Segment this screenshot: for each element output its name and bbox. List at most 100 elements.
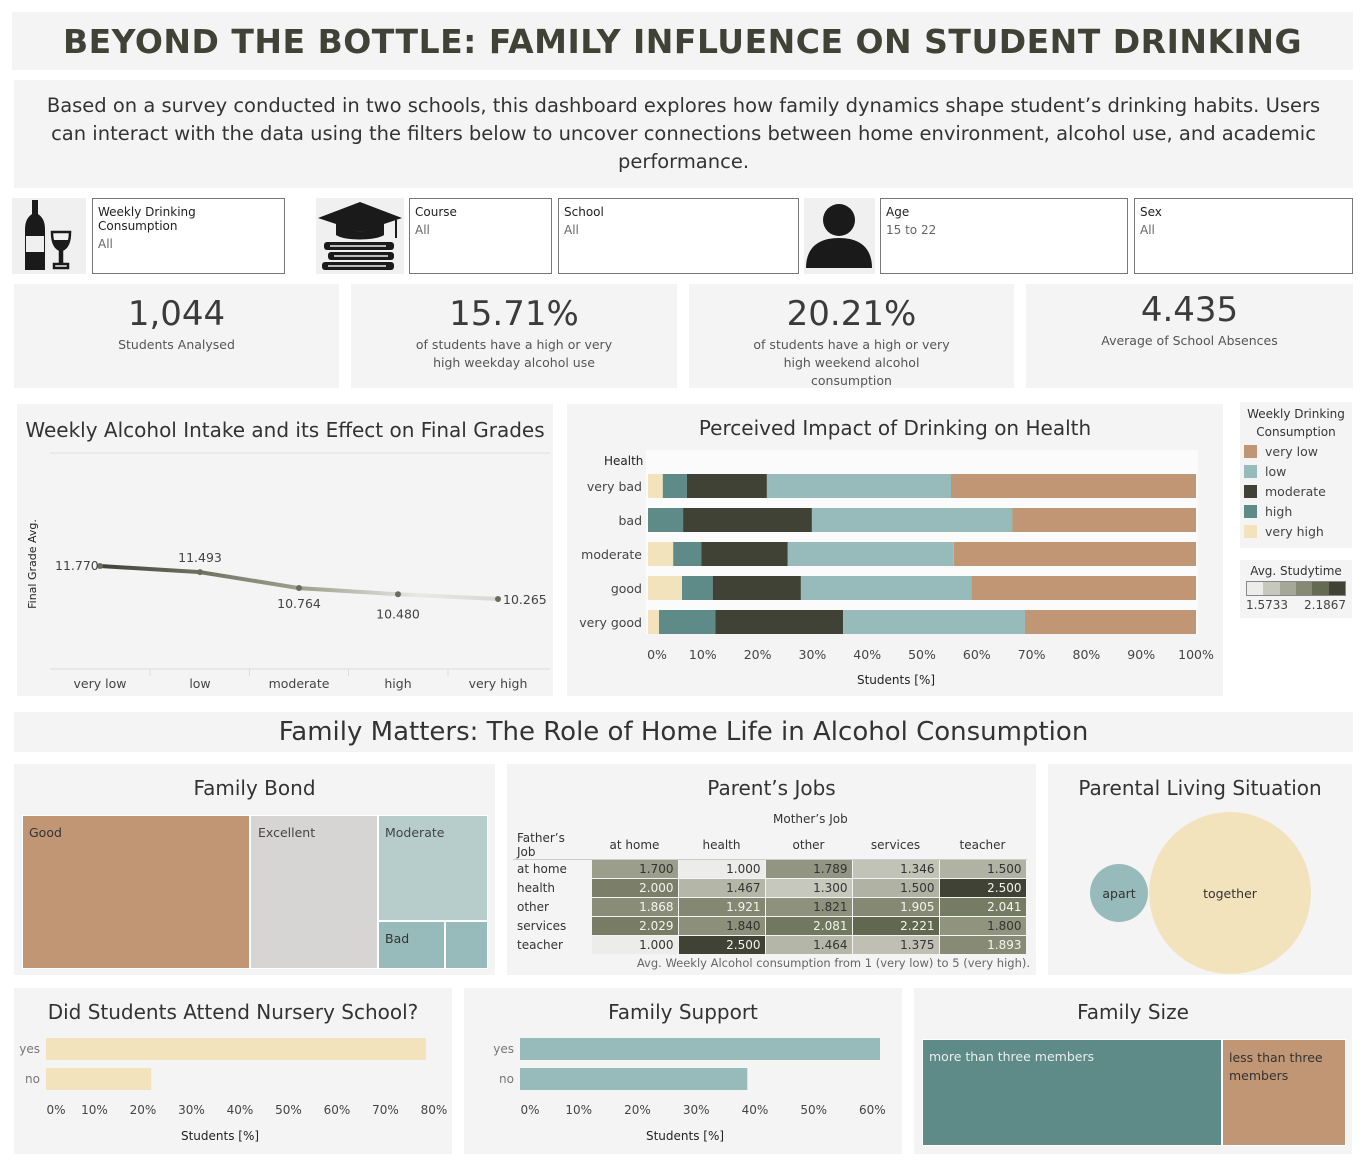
heatmap-cell[interactable]: 1.800 xyxy=(938,916,1027,936)
filter-weekly-drinking[interactable]: Weekly Drinking Consumption All xyxy=(92,198,285,274)
heatmap-cell[interactable]: 2.500 xyxy=(677,935,766,955)
health-bar-segment[interactable] xyxy=(971,576,1196,600)
heatmap-cell[interactable]: 2.029 xyxy=(590,916,679,936)
health-bar-segment[interactable] xyxy=(766,474,951,498)
health-bar-segment[interactable] xyxy=(662,474,687,498)
health-bar-segment[interactable] xyxy=(648,542,674,566)
heatmap-cell[interactable]: 2.221 xyxy=(851,916,940,936)
health-bar-segment[interactable] xyxy=(1025,610,1196,634)
grade-point[interactable] xyxy=(495,596,501,602)
nursery-panel: Did Students Attend Nursery School? yes n… xyxy=(14,988,452,1154)
health-bar-segment[interactable] xyxy=(951,474,1196,498)
heatmap-cell[interactable]: 1.700 xyxy=(590,859,679,879)
health-bar-segment[interactable] xyxy=(787,542,954,566)
dashboard-title: BEYOND THE BOTTLE: FAMILY INFLUENCE ON S… xyxy=(12,12,1353,70)
filter-course[interactable]: Course All xyxy=(409,198,552,274)
legend-item[interactable]: high xyxy=(1244,501,1348,521)
treemap-cell-moderate[interactable]: Moderate xyxy=(378,815,488,921)
health-bar-segment[interactable] xyxy=(682,576,713,600)
grade-point[interactable] xyxy=(296,585,302,592)
health-bar-segment[interactable] xyxy=(648,474,663,498)
heatmap-cell[interactable]: 2.041 xyxy=(938,897,1027,917)
legend-swatch xyxy=(1244,504,1257,518)
filter-school[interactable]: School All xyxy=(558,198,799,274)
kpi-caption: Average of School Absences xyxy=(1101,333,1278,348)
health-bar-segment[interactable] xyxy=(673,542,702,566)
x-axis-title: Students [%] xyxy=(857,673,935,687)
bar[interactable] xyxy=(46,1068,152,1090)
bar[interactable] xyxy=(520,1038,880,1060)
heatmap-cell[interactable]: 1.905 xyxy=(851,897,940,917)
heatmap-cell[interactable]: 2.081 xyxy=(764,916,853,936)
x-tick-label: 20% xyxy=(744,647,772,662)
treemap-cell-less-than-three[interactable]: less than three members xyxy=(1222,1039,1346,1146)
heatmap-cell[interactable]: 1.921 xyxy=(677,897,766,917)
heatmap-col-label: teacher xyxy=(939,831,1026,860)
health-bar-segment[interactable] xyxy=(659,610,716,634)
health-bar-segment[interactable] xyxy=(715,610,844,634)
treemap-cell-more-than-three[interactable]: more than three members xyxy=(922,1039,1222,1146)
heatmap-cell[interactable]: 1.893 xyxy=(938,935,1027,955)
heatmap-cell[interactable]: 1.789 xyxy=(764,859,853,879)
x-tick-label: very low xyxy=(74,676,127,691)
treemap-label: Moderate xyxy=(385,825,445,840)
dashboard-description: Based on a survey conducted in two schoo… xyxy=(14,80,1353,188)
treemap-cell-very-bad[interactable] xyxy=(445,921,488,969)
grades-line-chart: Final Grade Avg. 11.770 very low 11.493 low 1… xyxy=(26,452,550,691)
heatmap-cell[interactable]: 1.500 xyxy=(938,859,1027,879)
x-tick-label: 10% xyxy=(689,647,717,662)
graduation-cap-books-icon xyxy=(316,198,404,274)
x-tick-label: 30% xyxy=(178,1103,205,1117)
grade-point[interactable] xyxy=(97,563,103,569)
kpi-weekend-alcohol: 20.21% of students have a high or very h… xyxy=(689,284,1014,388)
health-bar-segment[interactable] xyxy=(648,610,659,634)
heatmap-cell[interactable]: 1.300 xyxy=(764,878,853,898)
health-bar-segment[interactable] xyxy=(811,508,1013,532)
health-bar-segment[interactable] xyxy=(683,508,812,532)
heatmap-cell[interactable]: 1.500 xyxy=(851,878,940,898)
bubble-together[interactable] xyxy=(1149,812,1311,974)
health-bar-segment[interactable] xyxy=(953,542,1196,566)
heatmap-cell[interactable]: 2.500 xyxy=(938,878,1027,898)
legend-item[interactable]: low xyxy=(1244,461,1348,481)
heatmap-cell[interactable]: 1.868 xyxy=(590,897,679,917)
heatmap-cell[interactable]: 2.000 xyxy=(590,878,679,898)
x-tick-label: moderate xyxy=(269,676,330,691)
bar[interactable] xyxy=(520,1068,748,1090)
heatmap-cell[interactable]: 1.000 xyxy=(677,859,766,879)
x-tick-label: low xyxy=(189,676,210,691)
health-bar-segment[interactable] xyxy=(701,542,788,566)
legend-item[interactable]: very high xyxy=(1244,521,1348,541)
bar[interactable] xyxy=(46,1038,426,1060)
x-tick-label: 70% xyxy=(1018,647,1046,662)
heatmap-cell[interactable]: 1.467 xyxy=(677,878,766,898)
family-support-bar-chart: yes no 0% 10% 20% 30% 40% 50% 60% Students [%] xyxy=(493,1038,886,1143)
treemap-cell-good[interactable]: Good xyxy=(22,815,250,969)
health-bar-segment[interactable] xyxy=(686,474,767,498)
filter-sex[interactable]: Sex All xyxy=(1134,198,1353,274)
health-bar-segment[interactable] xyxy=(648,508,684,532)
health-bar-segment[interactable] xyxy=(648,576,682,600)
wine-bottle-glass-icon xyxy=(12,198,86,274)
legend-item[interactable]: moderate xyxy=(1244,481,1348,501)
treemap-label: Bad xyxy=(385,931,410,946)
heatmap-cell[interactable]: 1.840 xyxy=(677,916,766,936)
health-bar-segment[interactable] xyxy=(843,610,1025,634)
grade-point[interactable] xyxy=(197,569,203,576)
bubble-apart[interactable] xyxy=(1090,864,1148,922)
x-tick-label: 10% xyxy=(81,1103,108,1117)
heatmap-cell[interactable]: 1.000 xyxy=(590,935,679,955)
x-tick-label: 30% xyxy=(683,1103,710,1117)
legend-item[interactable]: very low xyxy=(1244,441,1348,461)
health-bar-segment[interactable] xyxy=(712,576,801,600)
heatmap-cell[interactable]: 1.464 xyxy=(764,935,853,955)
heatmap-cell[interactable]: 1.821 xyxy=(764,897,853,917)
heatmap-cell[interactable]: 1.346 xyxy=(851,859,940,879)
health-bar-segment[interactable] xyxy=(1012,508,1196,532)
health-bar-segment[interactable] xyxy=(800,576,972,600)
filter-age[interactable]: Age 15 to 22 xyxy=(880,198,1128,274)
heatmap-cell[interactable]: 1.375 xyxy=(851,935,940,955)
treemap-cell-bad[interactable]: Bad xyxy=(378,921,445,969)
grade-point[interactable] xyxy=(395,591,401,598)
treemap-cell-excellent[interactable]: Excellent xyxy=(250,815,378,969)
